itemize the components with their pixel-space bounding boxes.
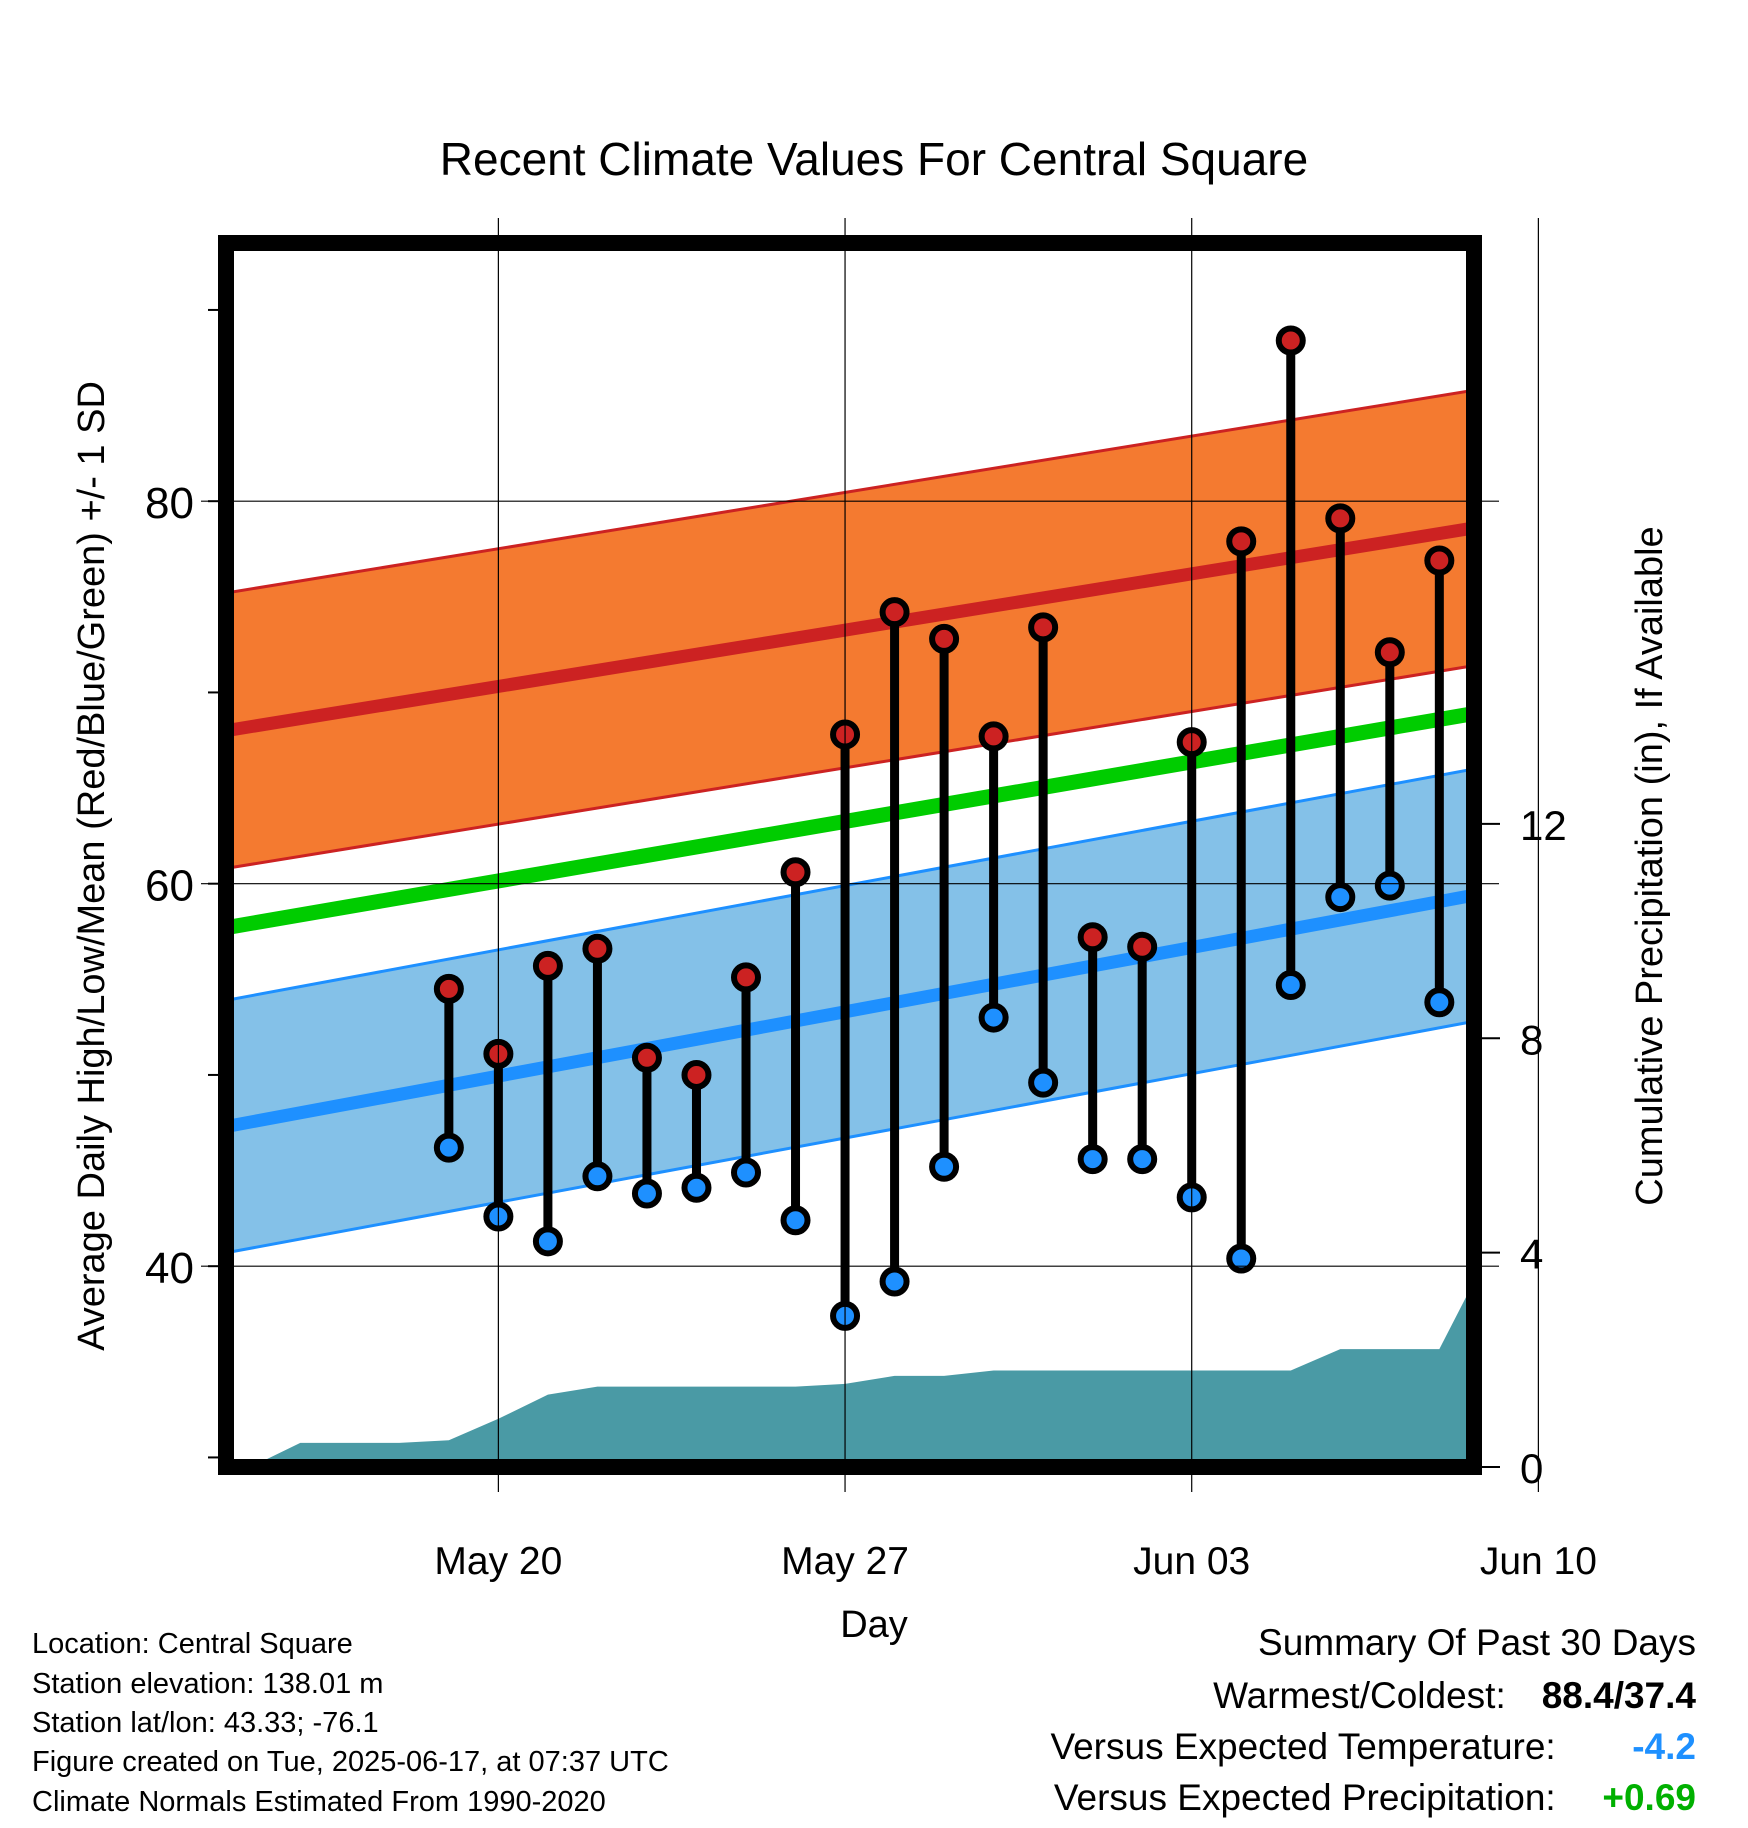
low-point bbox=[780, 1205, 811, 1236]
low-point bbox=[1576, 1029, 1600, 1053]
plot-frame bbox=[218, 235, 1482, 1475]
high-point bbox=[532, 950, 563, 981]
low-point bbox=[631, 1178, 662, 1209]
x-tick-label: Jun 10 bbox=[1480, 1540, 1597, 1583]
high-point bbox=[1127, 931, 1158, 962]
summary-title: Summary Of Past 30 Days bbox=[1258, 1622, 1696, 1663]
chart-title: Recent Climate Values For Central Square bbox=[440, 133, 1308, 185]
info-latlon: Station lat/lon: 43.33; -76.1 bbox=[32, 1707, 379, 1739]
info-location: Location: Central Square bbox=[32, 1628, 353, 1660]
summary-warm-cold-value: 88.4/37.4 bbox=[1541, 1675, 1696, 1716]
high-point bbox=[1325, 503, 1356, 534]
high-point bbox=[780, 857, 811, 888]
summary-temp: Versus Expected Temperature: -4.2 bbox=[1050, 1726, 1696, 1768]
summary-temp-label: Versus Expected Temperature: bbox=[1050, 1726, 1556, 1767]
summary-temp-value: -4.2 bbox=[1632, 1726, 1696, 1767]
high-point bbox=[1275, 325, 1306, 356]
y2-tick-label: 4 bbox=[1520, 1231, 1543, 1278]
summary-precip-label: Versus Expected Precipitation: bbox=[1053, 1777, 1556, 1818]
high-sd-band-upper bbox=[226, 388, 1474, 595]
normal-mean-line bbox=[226, 706, 1474, 936]
low-point bbox=[879, 1266, 910, 1297]
low-point bbox=[1424, 987, 1455, 1018]
y-tick-label: 60 bbox=[145, 862, 194, 911]
info-created: Figure created on Tue, 2025-06-17, at 07… bbox=[32, 1746, 669, 1778]
low-point bbox=[929, 1151, 960, 1182]
high-point bbox=[929, 623, 960, 654]
high-point bbox=[681, 1059, 712, 1090]
info-normals: Climate Normals Estimated From 1990-2020 bbox=[32, 1786, 606, 1818]
plot-interior: 1 SD:±7.2°FAvg:76.4°F1 SD:±6.6°FAvg:57°F… bbox=[226, 325, 1748, 1467]
low-sd-band-upper bbox=[226, 767, 1474, 1002]
low-point bbox=[978, 1002, 1009, 1033]
high-point bbox=[1724, 690, 1748, 714]
y-axis-label: Average Daily High/Low/Mean (Red/Blue/Gr… bbox=[71, 381, 113, 1351]
precip-area bbox=[250, 1281, 1474, 1467]
y-tick-label: 40 bbox=[145, 1244, 194, 1293]
high-point bbox=[433, 973, 464, 1004]
low-point bbox=[433, 1132, 464, 1163]
low-point bbox=[532, 1226, 563, 1257]
high-point bbox=[879, 597, 910, 628]
plot-area: 1 SD:±7.2°FAvg:76.4°F1 SD:±6.6°FAvg:57°F… bbox=[145, 218, 1748, 1583]
low-point bbox=[1127, 1144, 1158, 1175]
high-point bbox=[1576, 636, 1600, 660]
low-point bbox=[731, 1157, 761, 1188]
high-point bbox=[1374, 637, 1405, 668]
y-tick-label: 80 bbox=[145, 479, 194, 528]
normal-low-line bbox=[226, 888, 1474, 1133]
high-point bbox=[731, 962, 761, 993]
summary-warm-cold-label: Warmest/Coldest: bbox=[1213, 1675, 1506, 1716]
low-point bbox=[1226, 1243, 1257, 1274]
x-tick-label: Jun 03 bbox=[1133, 1540, 1250, 1583]
high-point bbox=[1077, 922, 1108, 953]
high-point bbox=[582, 933, 613, 964]
low-point bbox=[1275, 970, 1306, 1001]
x-axis-label: Day bbox=[840, 1604, 908, 1646]
summary-precip-value: +0.69 bbox=[1602, 1777, 1696, 1818]
low-point bbox=[1028, 1067, 1059, 1098]
summary-precip: Versus Expected Precipitation: +0.69 bbox=[1054, 1777, 1696, 1819]
high-point bbox=[1028, 612, 1059, 643]
high-point bbox=[978, 721, 1009, 752]
low-point bbox=[1077, 1144, 1108, 1175]
summary-warm-cold: Warmest/Coldest: 88.4/37.4 bbox=[1213, 1675, 1696, 1717]
low-sd-band-lower bbox=[226, 1019, 1474, 1255]
y2-axis-label: Cumulative Precipitation (in), If Availa… bbox=[1629, 526, 1671, 1205]
y2-tick-label: 0 bbox=[1520, 1445, 1543, 1492]
x-tick-label: May 27 bbox=[781, 1540, 909, 1583]
high-point bbox=[1226, 526, 1257, 557]
high-point bbox=[1424, 545, 1455, 576]
low-point bbox=[1374, 870, 1405, 901]
x-tick-label: May 20 bbox=[434, 1540, 562, 1583]
low-point bbox=[1724, 1080, 1748, 1104]
low-point bbox=[582, 1161, 613, 1192]
y2-tick-label: 8 bbox=[1520, 1016, 1543, 1063]
info-elevation: Station elevation: 138.01 m bbox=[32, 1668, 384, 1700]
y2-tick-label: 12 bbox=[1520, 802, 1567, 849]
high-point bbox=[1675, 680, 1699, 704]
low-point bbox=[1675, 1082, 1699, 1106]
normal-high-line bbox=[226, 521, 1474, 738]
high-point bbox=[631, 1042, 662, 1073]
high-sd-band-lower bbox=[226, 664, 1474, 870]
low-point bbox=[681, 1172, 712, 1203]
low-point bbox=[1325, 882, 1356, 913]
